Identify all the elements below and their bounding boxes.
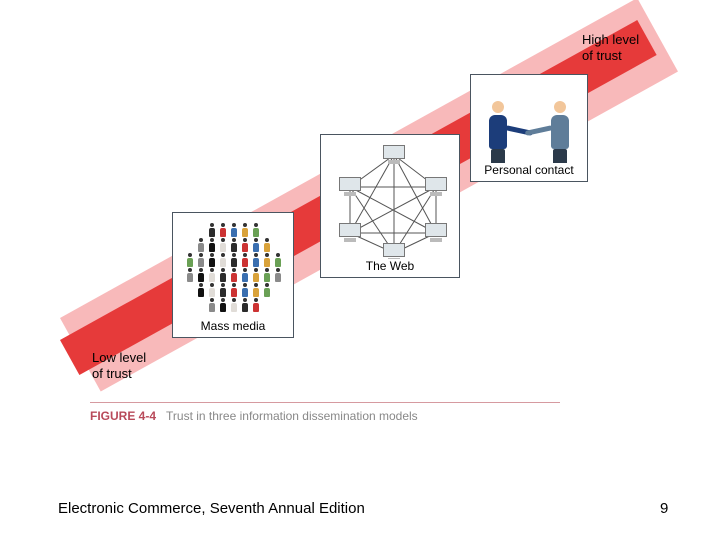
low-trust-line2: of trust — [92, 366, 132, 381]
crowd-person — [220, 238, 226, 252]
crowd-person — [209, 223, 215, 237]
crowd-person — [220, 253, 226, 267]
crowd-person — [220, 223, 226, 237]
crowd-person — [220, 298, 226, 312]
crowd-person — [253, 268, 259, 282]
crowd-person — [231, 223, 237, 237]
crowd-person — [253, 253, 259, 267]
crowd-person — [264, 283, 270, 297]
crowd-person — [242, 283, 248, 297]
crowd-person — [275, 268, 281, 282]
figure-caption-bar: FIGURE 4-4Trust in three information dis… — [90, 402, 560, 425]
mass-media-panel: Mass media — [172, 212, 294, 338]
web-panel-caption: The Web — [321, 259, 459, 273]
crowd — [177, 217, 289, 333]
web-network — [325, 139, 455, 273]
crowd-person — [220, 283, 226, 297]
crowd-person — [231, 283, 237, 297]
crowd-person — [209, 268, 215, 282]
web-node — [339, 223, 361, 243]
crowd-person — [231, 238, 237, 252]
web-node — [383, 145, 405, 165]
high-trust-line1: High level — [582, 32, 639, 47]
web-panel: The Web — [320, 134, 460, 278]
crowd-person — [198, 283, 204, 297]
crowd-person — [242, 238, 248, 252]
crowd-person — [264, 268, 270, 282]
crowd-person — [253, 238, 259, 252]
crowd-person — [264, 253, 270, 267]
crowd-person — [231, 268, 237, 282]
mass-media-panel-graphic — [177, 217, 289, 333]
low-trust-label: Low levelof trust — [92, 350, 146, 383]
crowd-person — [231, 298, 237, 312]
web-node — [425, 223, 447, 243]
handshake-person-right — [551, 101, 569, 171]
handshake-arm-right — [525, 125, 553, 136]
web-node — [425, 177, 447, 197]
crowd-person — [253, 223, 259, 237]
crowd-person — [209, 298, 215, 312]
crowd-person — [187, 268, 193, 282]
crowd-person — [187, 253, 193, 267]
crowd-person — [242, 298, 248, 312]
crowd-person — [209, 238, 215, 252]
low-trust-line1: Low level — [92, 350, 146, 365]
figure-title: Trust in three information dissemination… — [166, 409, 418, 423]
crowd-person — [198, 253, 204, 267]
crowd-person — [275, 253, 281, 267]
mass-media-panel-caption: Mass media — [173, 319, 293, 333]
crowd-person — [242, 268, 248, 282]
footer-source: Electronic Commerce, Seventh Annual Edit… — [58, 500, 365, 517]
high-trust-line2: of trust — [582, 48, 622, 63]
crowd-person — [209, 253, 215, 267]
crowd-person — [198, 238, 204, 252]
figure-number: FIGURE 4-4 — [90, 409, 166, 423]
crowd-person — [231, 253, 237, 267]
web-panel-graphic — [325, 139, 455, 273]
web-node — [339, 177, 361, 197]
crowd-person — [242, 253, 248, 267]
crowd-person — [253, 283, 259, 297]
crowd-person — [253, 298, 259, 312]
crowd-person — [198, 268, 204, 282]
crowd-person — [209, 283, 215, 297]
handshake-person-left — [489, 101, 507, 171]
high-trust-label: High levelof trust — [582, 32, 639, 65]
crowd-person — [242, 223, 248, 237]
personal-contact-panel-caption: Personal contact — [471, 163, 587, 177]
crowd-person — [220, 268, 226, 282]
footer-page-number: 9 — [660, 500, 668, 517]
personal-contact-panel: Personal contact — [470, 74, 588, 182]
crowd-person — [264, 238, 270, 252]
